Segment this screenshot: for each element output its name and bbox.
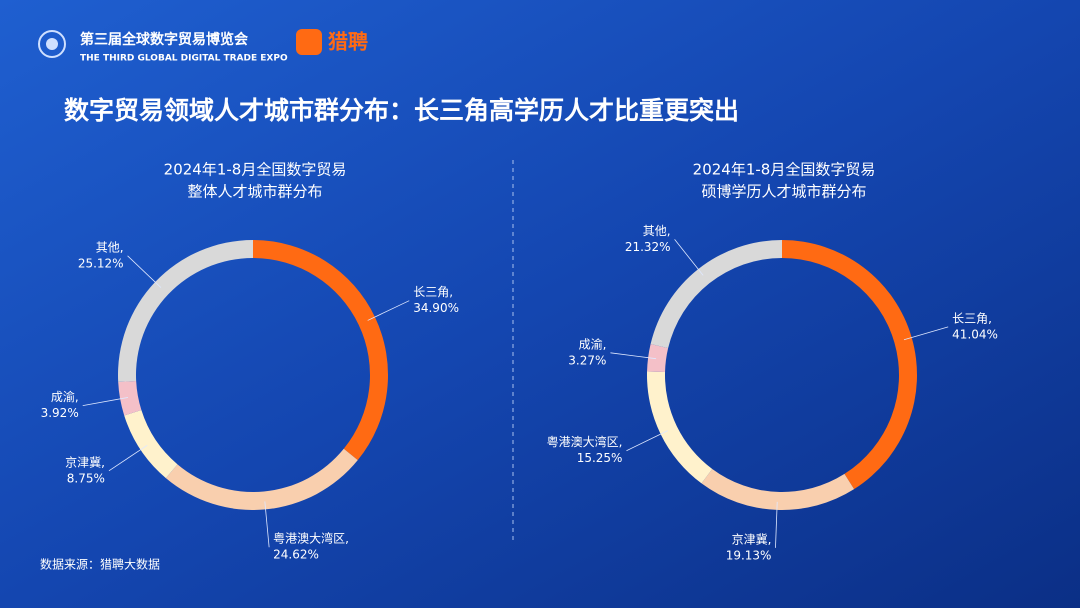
expo-logo [38, 30, 66, 58]
chart-subtitle: 整体人才城市群分布 [187, 183, 322, 201]
leader-line [610, 352, 657, 360]
brand-name: 猎聘 [328, 30, 368, 54]
source: 数据来源：猎聘大数据 [40, 557, 160, 572]
category-label: 其他, [96, 240, 124, 254]
donut-segment [118, 380, 142, 416]
category-label: 成渝, [579, 336, 607, 351]
expo-name: 第三届全球数字贸易博览会 [80, 31, 249, 48]
leader-line [264, 501, 270, 548]
category-label: 成渝, [51, 389, 79, 404]
category-label: 粤港澳大湾区, [547, 434, 623, 449]
leader-line [127, 255, 162, 288]
value-label: 24.62% [273, 548, 319, 562]
donut-segment [118, 240, 253, 382]
leader-line [82, 397, 129, 406]
category-label: 京津冀, [732, 532, 772, 546]
expo-name-en: THE THIRD GLOBAL DIGITAL TRADE EXPO [80, 54, 288, 64]
category-label: 粤港澳大湾区, [273, 531, 349, 546]
leader-line [108, 444, 148, 472]
value-label: 8.75% [67, 471, 105, 485]
donut-segment [253, 240, 388, 461]
value-label: 3.92% [41, 406, 79, 420]
donut-segment [647, 371, 713, 484]
value-label: 21.32% [625, 240, 671, 254]
value-label: 15.25% [577, 451, 623, 465]
chart-title: 2024年1-8月全国数字贸易 [693, 161, 876, 179]
donut-segment [650, 240, 782, 349]
value-label: 25.12% [78, 256, 124, 270]
donut-segment [165, 448, 358, 510]
slide-title: 数字贸易领域人才城市群分布：长三角高学历人才比重更突出 [64, 96, 739, 125]
category-label: 京津冀, [65, 455, 105, 469]
donut-segment [782, 240, 917, 490]
chart-title: 2024年1-8月全国数字贸易 [164, 161, 347, 179]
donut-segment [647, 344, 669, 372]
category-label: 长三角, [952, 311, 992, 325]
value-label: 3.27% [568, 353, 606, 367]
value-label: 19.13% [726, 548, 772, 562]
brand-logo [296, 29, 322, 55]
value-label: 41.04% [952, 327, 998, 341]
leader-line [626, 430, 668, 452]
leader-line [367, 300, 410, 321]
chart-subtitle: 硕博学历人才城市群分布 [701, 183, 866, 201]
leader-line [903, 326, 949, 341]
category-label: 其他, [643, 224, 671, 238]
donut-segment [701, 468, 855, 510]
leader-line [775, 501, 778, 548]
donut-segment [124, 410, 178, 479]
leader-line [674, 239, 704, 276]
value-label: 34.90% [413, 301, 459, 315]
category-label: 长三角, [413, 285, 453, 299]
